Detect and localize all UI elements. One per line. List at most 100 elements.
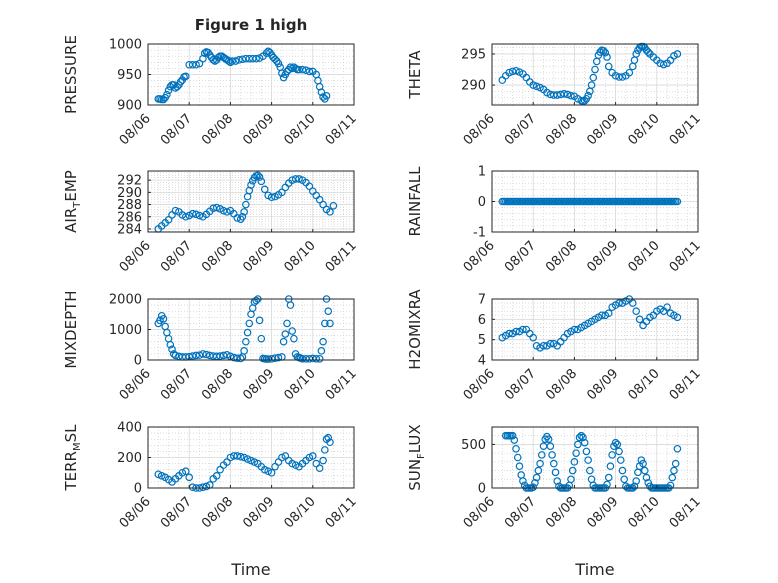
x-tick-label: 08/07: [502, 238, 539, 275]
data-point: [508, 431, 517, 440]
data-point: [305, 453, 314, 462]
data-point: [242, 337, 250, 346]
y-tick-label: 200: [117, 451, 142, 466]
data-point: [199, 483, 207, 492]
x-tick-label: 08/06: [117, 111, 154, 148]
data-point: [176, 78, 185, 86]
data-point: [537, 451, 546, 459]
y-tick-label: 1000: [109, 323, 142, 338]
y-tick-label: 0: [478, 195, 486, 210]
data-point: [216, 352, 224, 360]
y-tick-label: 0: [134, 354, 142, 369]
x-tick-label: 08/06: [117, 494, 154, 531]
y-axis-label: THETA: [406, 50, 424, 100]
y-axis-label: SUNFLUX: [406, 424, 427, 490]
x-tick-label: 08/09: [240, 366, 277, 403]
data-point: [188, 60, 197, 69]
data-point: [254, 171, 262, 180]
panel-rainfall: -1 0 1 08/06 08/07 08/08 08/09 08/10 08/11 RAINFA…: [406, 165, 704, 276]
grid: [147, 298, 355, 361]
y-tick-label: 7: [478, 293, 486, 308]
data-point: [599, 47, 608, 55]
x-tick-label: 08/09: [584, 111, 621, 148]
panel-h2omixra: 4 5 6 7 08/06 08/07 08/08 08/09 08/10 08/11 H2OMIX…: [406, 289, 704, 404]
data-point: [319, 200, 327, 209]
figure-title: Figure 1 high: [195, 16, 308, 34]
series-theta: [498, 42, 682, 106]
data-point: [212, 471, 221, 480]
data-point: [157, 471, 166, 480]
y-axis-label: MIXDEPTH: [62, 290, 80, 368]
data-point: [168, 345, 176, 354]
x-tick-label: 08/07: [158, 238, 195, 275]
y-tick-label: 2000: [109, 293, 142, 308]
data-point: [618, 73, 627, 81]
data-point: [267, 468, 276, 477]
x-tick-label: 08/07: [502, 494, 539, 531]
y-tick-label: 0: [478, 482, 486, 497]
y-tick-label: 500: [461, 438, 486, 453]
y-axis-label-subscript: F: [416, 453, 427, 459]
data-point: [546, 339, 555, 348]
series-rainfall: [498, 197, 682, 206]
y-tick-label: 0: [134, 482, 142, 497]
data-point: [572, 449, 580, 457]
x-tick-label: 08/11: [667, 366, 704, 403]
data-point: [308, 452, 317, 460]
data-point: [235, 56, 243, 64]
data-point: [553, 477, 562, 485]
x-tick-label: 08/10: [282, 494, 319, 531]
data-point: [243, 328, 252, 337]
data-point: [247, 456, 255, 465]
data-point: [279, 337, 288, 346]
data-point: [242, 200, 250, 209]
data-point: [608, 451, 616, 459]
data-point: [586, 466, 594, 475]
x-tick-label: 08/08: [199, 111, 236, 148]
y-tick-label: 4: [478, 354, 486, 369]
x-tick-label: 08/06: [117, 238, 154, 275]
x-tick-label: 08/06: [461, 238, 498, 275]
data-point: [639, 459, 647, 468]
data-point: [579, 433, 587, 442]
data-point: [262, 49, 271, 57]
data-point: [291, 64, 300, 73]
data-point: [283, 319, 291, 328]
data-point: [171, 206, 180, 215]
data-point: [154, 470, 163, 479]
data-point: [632, 477, 641, 485]
data-point: [264, 467, 272, 476]
axes-box: [491, 43, 699, 106]
series-terr-msl: [154, 433, 334, 492]
data-point: [260, 465, 269, 474]
x-tick-label: 08/07: [158, 494, 195, 531]
data-point: [577, 431, 586, 440]
data-point: [321, 446, 329, 454]
series-mixdepth: [154, 295, 334, 363]
data-point: [286, 301, 295, 309]
y-axis-label: PRESSURE: [62, 35, 80, 114]
data-point: [200, 49, 209, 57]
data-point: [604, 309, 613, 318]
data-point: [240, 453, 248, 462]
data-point: [529, 333, 538, 342]
data-point: [192, 210, 200, 219]
data-point: [640, 466, 649, 475]
x-tick-label: 08/07: [158, 111, 195, 148]
y-axis-label-main: PRESSURE: [62, 35, 80, 114]
data-point: [515, 462, 524, 471]
data-point: [274, 59, 283, 68]
x-tick-label: 08/09: [584, 238, 621, 275]
y-tick-label: 6: [478, 313, 486, 328]
data-point: [659, 60, 668, 69]
y-tick-label: 5: [478, 333, 486, 348]
data-point: [228, 57, 236, 65]
data-point: [288, 176, 297, 184]
y-axis-label-tail: LUX: [406, 424, 424, 453]
data-point: [546, 442, 555, 450]
data-point: [324, 433, 333, 442]
data-point: [630, 482, 639, 491]
x-tick-label: 08/09: [240, 494, 277, 531]
data-point: [278, 188, 286, 197]
data-point: [673, 50, 682, 58]
